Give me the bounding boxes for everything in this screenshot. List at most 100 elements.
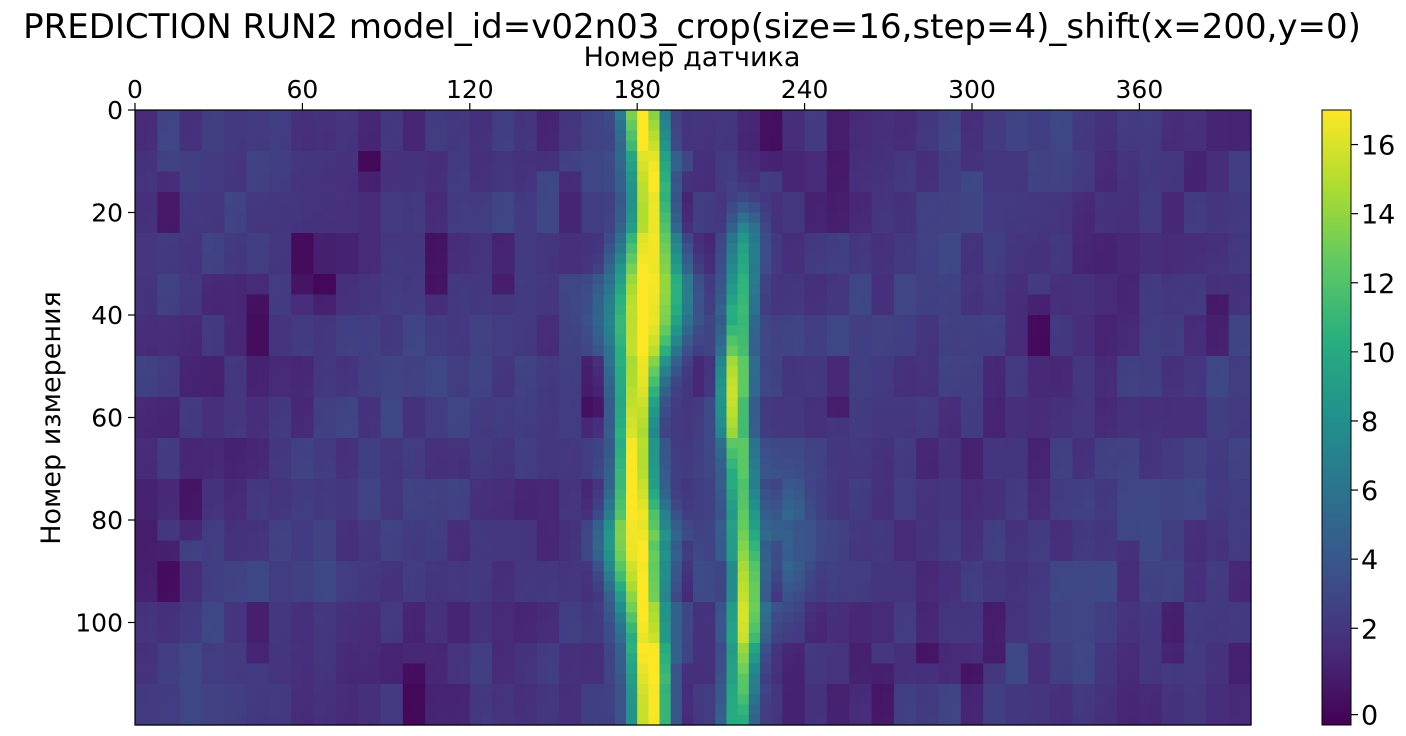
heatmap-cell xyxy=(1061,561,1074,572)
heatmap-cell xyxy=(737,417,750,429)
heatmap-cell xyxy=(358,181,370,193)
heatmap-cell xyxy=(503,151,516,162)
heatmap-cell xyxy=(335,468,348,480)
heatmap-cell xyxy=(402,294,415,306)
heatmap-cell xyxy=(469,468,482,480)
heatmap-cell xyxy=(804,274,817,285)
heatmap-cell xyxy=(1016,284,1029,296)
heatmap-cell xyxy=(246,530,259,542)
heatmap-cell xyxy=(559,571,571,583)
heatmap-cell xyxy=(849,468,861,480)
heatmap-cell xyxy=(146,612,158,624)
heatmap-cell xyxy=(380,274,393,285)
heatmap-cell xyxy=(291,181,303,193)
heatmap-cell xyxy=(1050,304,1062,316)
heatmap-cell xyxy=(547,561,560,572)
heatmap-cell xyxy=(391,509,404,521)
heatmap-cell xyxy=(135,438,147,449)
heatmap-cell xyxy=(536,520,549,531)
heatmap-cell xyxy=(637,540,649,552)
heatmap-cell xyxy=(893,550,906,562)
heatmap-cell xyxy=(414,468,426,480)
heatmap-cell xyxy=(1050,181,1062,193)
heatmap-cell xyxy=(1217,304,1230,316)
heatmap-cell xyxy=(1217,468,1230,480)
heatmap-cell xyxy=(547,448,560,460)
heatmap-cell xyxy=(1117,561,1129,572)
heatmap-cell xyxy=(826,253,839,265)
heatmap-cell xyxy=(436,509,449,521)
heatmap-cell xyxy=(224,458,237,470)
heatmap-cell xyxy=(1206,161,1219,173)
heatmap-cell xyxy=(380,427,393,439)
heatmap-cell xyxy=(380,468,393,480)
heatmap-cell xyxy=(1094,417,1107,429)
heatmap-cell xyxy=(447,581,460,593)
heatmap-cell xyxy=(235,427,248,439)
heatmap-cell xyxy=(135,458,147,470)
heatmap-cell xyxy=(514,550,527,562)
heatmap-cell xyxy=(1083,386,1096,398)
heatmap-cell xyxy=(1061,356,1074,367)
heatmap-cell xyxy=(570,304,582,316)
heatmap-cell xyxy=(614,345,627,357)
heatmap-cell xyxy=(793,489,806,501)
heatmap-cell xyxy=(157,602,170,613)
heatmap-cell xyxy=(224,315,237,326)
heatmap-cell xyxy=(436,345,449,357)
heatmap-cell xyxy=(782,192,795,203)
heatmap-cell xyxy=(335,602,348,613)
heatmap-cell xyxy=(626,509,638,521)
heatmap-cell xyxy=(626,212,638,224)
heatmap-cell xyxy=(905,530,917,542)
heatmap-cell xyxy=(1228,345,1241,357)
heatmap-cell xyxy=(960,386,973,398)
heatmap-cell xyxy=(1161,499,1174,511)
heatmap-cell xyxy=(246,253,259,265)
heatmap-cell xyxy=(425,509,437,521)
heatmap-cell xyxy=(224,591,237,603)
heatmap-cell xyxy=(268,581,281,593)
heatmap-cell xyxy=(603,315,616,326)
heatmap-cell xyxy=(704,161,716,173)
heatmap-cell xyxy=(1184,499,1196,511)
heatmap-cell xyxy=(302,325,315,337)
heatmap-cell xyxy=(670,110,683,121)
heatmap-cell xyxy=(492,233,504,244)
heatmap-cell xyxy=(715,243,728,255)
heatmap-cell xyxy=(157,345,170,357)
heatmap-cell xyxy=(871,181,884,193)
heatmap-cell xyxy=(536,345,549,357)
heatmap-cell xyxy=(190,140,203,152)
heatmap-cell xyxy=(1027,591,1040,603)
heatmap-cell xyxy=(1105,489,1118,501)
heatmap-cell xyxy=(1117,120,1129,132)
heatmap-cell xyxy=(637,253,649,265)
heatmap-cell xyxy=(994,448,1007,460)
heatmap-cell xyxy=(815,192,828,203)
heatmap-cell xyxy=(246,120,259,132)
heatmap-cell xyxy=(737,345,750,357)
heatmap-cell xyxy=(514,212,527,224)
heatmap-cell xyxy=(849,315,861,326)
heatmap-cell xyxy=(759,591,772,603)
heatmap-cell xyxy=(1128,315,1140,326)
heatmap-cell xyxy=(324,520,337,531)
heatmap-cell xyxy=(1061,571,1074,583)
heatmap-cell xyxy=(268,417,281,429)
heatmap-cell xyxy=(1195,345,1207,357)
heatmap-cell xyxy=(782,427,795,439)
heatmap-cell xyxy=(358,540,370,552)
heatmap-cell xyxy=(135,499,147,511)
heatmap-cell xyxy=(458,550,471,562)
heatmap-cell xyxy=(347,479,359,490)
heatmap-cell xyxy=(514,386,527,398)
heatmap-cell xyxy=(190,376,203,388)
heatmap-cell xyxy=(414,243,426,255)
heatmap-cell xyxy=(704,407,716,419)
heatmap-cell xyxy=(1094,458,1107,470)
heatmap-cell xyxy=(1195,304,1207,316)
heatmap-cell xyxy=(849,458,861,470)
heatmap-cell xyxy=(503,274,516,285)
heatmap-cell xyxy=(246,243,259,255)
